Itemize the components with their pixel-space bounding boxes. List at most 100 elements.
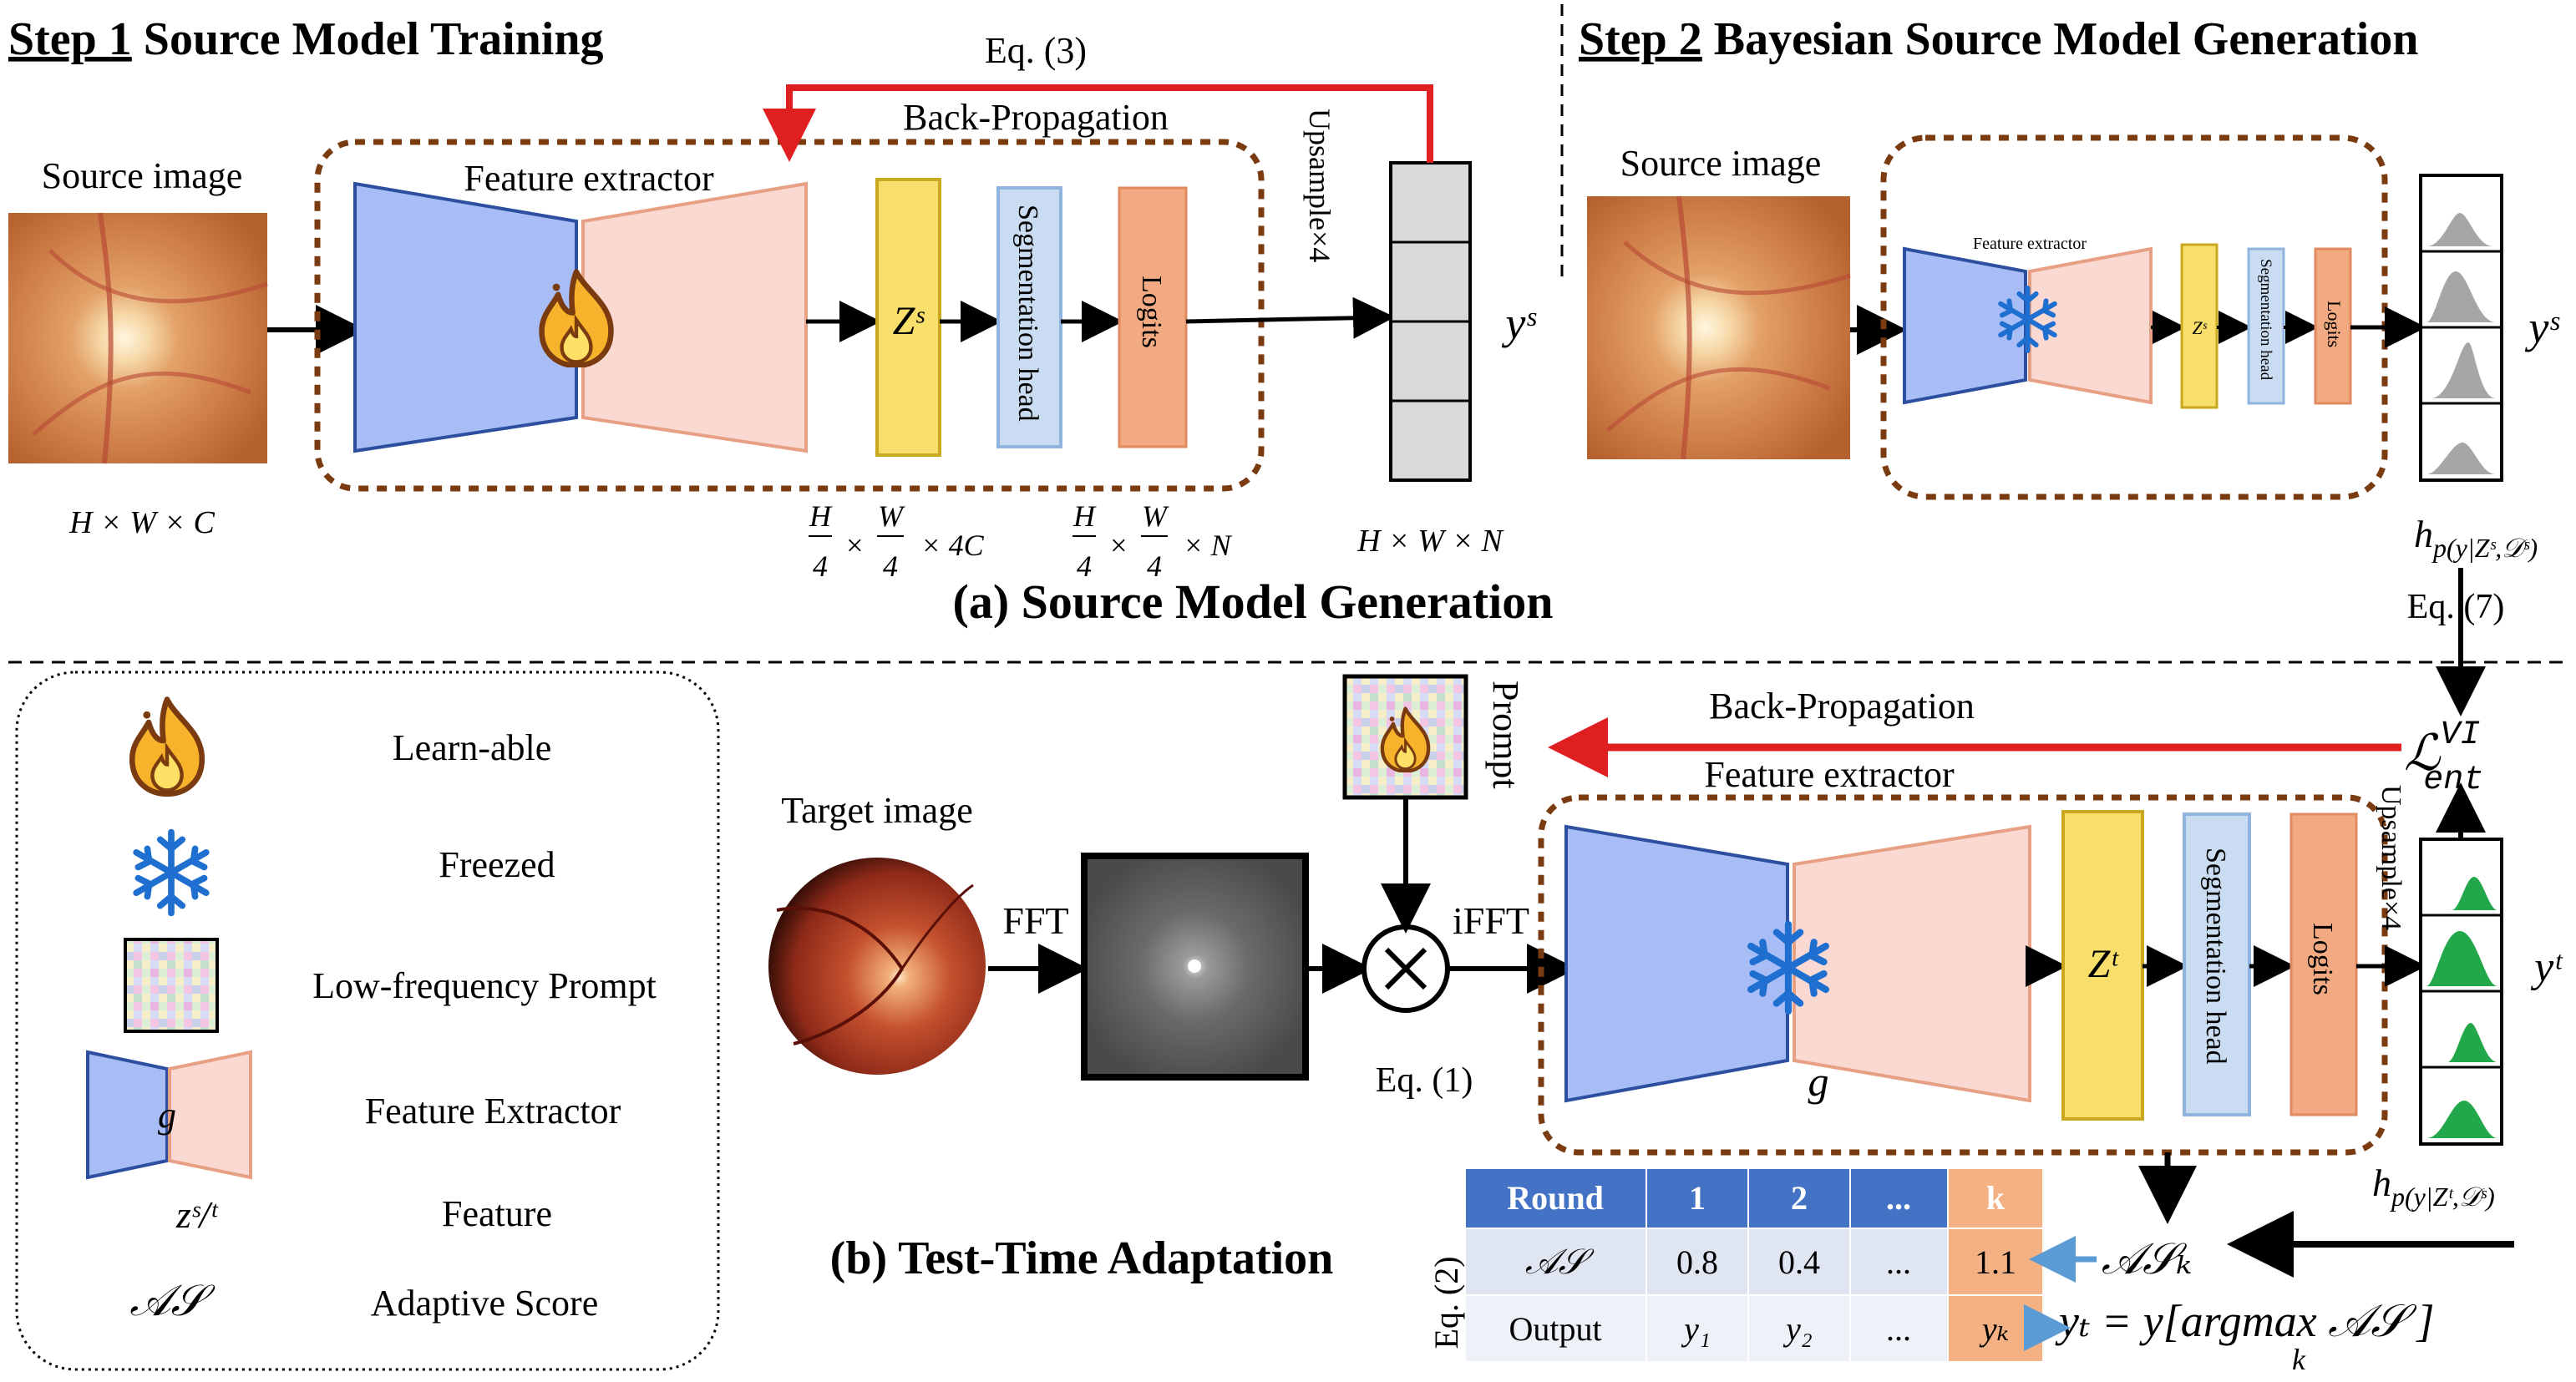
svg-text:×: × <box>1108 529 1128 562</box>
step1-seg-head-label: Segmentation head <box>1012 205 1043 422</box>
step1-source-image-label: Source image <box>42 155 243 196</box>
svg-text:4: 4 <box>1147 549 1162 583</box>
step2-z-label: Zˢ <box>2193 317 2208 338</box>
tta-eq1: Eq. (1) <box>1376 1061 1473 1100</box>
tta-as-k: 𝒜𝒮ₖ <box>2102 1236 2192 1283</box>
step2-seg-head-label: Segmentation head <box>2257 259 2274 381</box>
table-cell-text: 0.4 <box>1778 1243 1820 1281</box>
tta-yt-equation: yₜ = y[argmax 𝒜𝒮 ] <box>2055 1296 2435 1346</box>
step1-model-box <box>314 139 1265 492</box>
table-cell-text: 1.1 <box>1975 1243 2016 1281</box>
tta-prompt-label: Prompt <box>1485 681 1526 789</box>
step1-dim-logits: H 4 × W 4 × N <box>1072 499 1233 583</box>
table-cell-text: ... <box>1886 1243 1911 1281</box>
step1-logits-label: Logits <box>1136 276 1167 348</box>
step2-title: Step 2 Bayesian Source Model Generation <box>1579 13 2418 65</box>
tta-output-distributions <box>2419 838 2503 1146</box>
table-cell <box>1749 1229 1849 1294</box>
step2-eq7: Eq. (7) <box>2407 588 2505 626</box>
svg-text:H: H <box>1072 499 1097 533</box>
step1-seg-head <box>996 186 1062 448</box>
table-cell <box>1647 1296 1747 1361</box>
table-cell <box>1466 1296 1645 1361</box>
tta-spectrum-image <box>1081 853 1309 1081</box>
step2-feature-extractor-label: Feature extractor <box>1973 235 2087 253</box>
table-cell <box>1647 1229 1747 1294</box>
table-cell-k <box>1949 1229 2042 1294</box>
flame-icon <box>132 700 202 794</box>
tta-upsample-label: Upsample×4 <box>2376 785 2406 930</box>
table-header-cell <box>1749 1169 1849 1228</box>
step1-backprop-arrow <box>763 84 1433 163</box>
table-cell-text: 𝒜𝒮 <box>1525 1243 1595 1282</box>
table-header: k <box>1986 1179 2006 1217</box>
svg-text:4: 4 <box>813 549 828 583</box>
tta-seg-head <box>2183 812 2251 1116</box>
svg-text:4: 4 <box>1077 549 1092 583</box>
step1-logits <box>1118 186 1188 448</box>
svg-text:W: W <box>878 499 905 533</box>
tta-feature-extractor-label: Feature extractor <box>1704 754 1955 795</box>
svg-text:×: × <box>844 529 865 562</box>
step1-dim-input: H × W × C <box>68 505 215 540</box>
legend-label-feature-extractor: Feature Extractor <box>365 1091 621 1131</box>
svg-text:× N: × N <box>1183 529 1232 562</box>
table-cell-text: y₂ <box>1782 1310 1813 1348</box>
tta-ifft-label: iFFT <box>1453 899 1529 942</box>
svg-text:W: W <box>1142 499 1169 533</box>
prompt-icon <box>124 938 219 1033</box>
step2-source-image-label: Source image <box>1620 143 1822 184</box>
step1-upsample-label: Upsample×4 <box>1303 109 1336 262</box>
table-header-cell <box>1851 1169 1947 1228</box>
step1-feature-z <box>875 178 941 457</box>
svg-text:H: H <box>809 499 833 533</box>
step1-source-image <box>8 212 268 464</box>
step2-output-distributions <box>2419 174 2503 482</box>
tta-loss-label: ℒVI ent <box>2404 716 2483 799</box>
step1-y-label: yˢ <box>1501 298 1537 348</box>
tta-y-label: yᵗ <box>2530 944 2563 991</box>
step1-output-grid <box>1389 161 1472 482</box>
step1-title: Step 1 Source Model Training <box>8 13 604 65</box>
feature-extractor-icon: g <box>86 1050 252 1180</box>
step2-logits <box>2314 247 2352 405</box>
as-symbol: 𝒜𝒮 <box>129 1278 216 1325</box>
table-header-cell-k <box>1949 1169 2042 1228</box>
svg-text:g: g <box>158 1095 176 1136</box>
table-cell <box>1749 1296 1849 1361</box>
table-cell-text: y₁ <box>1681 1310 1711 1348</box>
step2-logits-label: Logits <box>2324 301 2345 347</box>
tta-logits <box>2289 812 2358 1116</box>
table-cell-text: 0.8 <box>1676 1243 1718 1281</box>
tta-seg-head-label: Segmentation head <box>2200 848 2231 1065</box>
svg-text:× 4C: × 4C <box>920 529 984 562</box>
step2-model-box <box>1880 134 2388 500</box>
tta-z-label: Zᵗ <box>2088 942 2120 986</box>
table-header-cell <box>1647 1169 1747 1228</box>
tta-eq2: Eq. (2) <box>1427 1256 1465 1349</box>
step1-dim-feature: H 4 × W 4 × 4C <box>809 499 985 583</box>
step2-seg-head <box>2247 247 2285 405</box>
table-header: ... <box>1886 1179 1911 1217</box>
tta-logits-label: Logits <box>2307 923 2338 995</box>
tta-fft-label: FFT <box>1002 899 1068 942</box>
tta-yt-equation-sub: k <box>2292 1343 2306 1376</box>
legend-label-prompt: Low-frequency Prompt <box>312 965 657 1006</box>
legend-box <box>15 671 720 1371</box>
tta-decoder <box>1793 824 2031 1103</box>
tta-g-label: g <box>1808 1058 1829 1105</box>
tta-backprop-label: Back-Propagation <box>1709 686 1975 726</box>
section-a-title: (a) Source Model Generation <box>953 575 1554 629</box>
step2-h-label: hp(y|Zˢ,𝒟ˢ) <box>2414 513 2538 563</box>
table-cell-text: Output <box>1509 1310 1601 1348</box>
tta-encoder <box>1564 824 1789 1103</box>
adaptive-score-table: Round 1 2 ... k 𝒜𝒮 0.8 0.4 ... 1.1 Outpu… <box>1466 1169 2042 1361</box>
table-header: Round <box>1507 1179 1604 1217</box>
table-cell <box>1851 1229 1947 1294</box>
section-b-title: (b) Test-Time Adaptation <box>830 1233 1334 1284</box>
tta-h-label: hp(y|Zᵗ,𝒟ˢ) <box>2372 1162 2495 1212</box>
snowflake-icon <box>136 833 206 914</box>
feature-symbol: zˢ/ᵗ <box>175 1193 219 1236</box>
tta-target-image <box>767 856 988 1077</box>
